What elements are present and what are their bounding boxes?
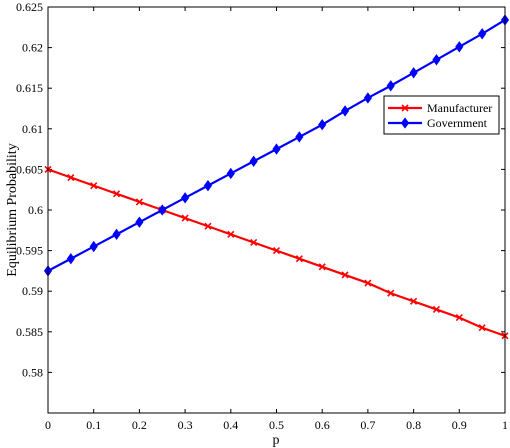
y-tick-label: 0.61	[22, 122, 43, 136]
series-government	[43, 14, 510, 277]
x-marker	[387, 289, 395, 297]
diamond-marker	[249, 155, 258, 167]
x-marker	[341, 271, 349, 279]
diamond-marker	[181, 192, 190, 204]
legend-marker	[401, 104, 409, 112]
x-tick-label: 0.5	[269, 418, 284, 432]
x-marker	[455, 314, 463, 322]
legend-label: Government	[427, 116, 488, 130]
x-tick-label: 0.4	[223, 418, 238, 432]
x-tick-label: 0.9	[452, 418, 467, 432]
legend-marker	[400, 117, 410, 129]
x-marker	[272, 247, 281, 255]
y-axis-label: Equilibrium Probability	[5, 143, 20, 276]
y-tick-label: 0.6	[28, 203, 43, 217]
x-marker	[432, 305, 441, 314]
x-marker	[364, 279, 372, 287]
diamond-marker	[226, 167, 235, 180]
x-marker	[227, 230, 235, 238]
diamond-marker	[386, 80, 395, 92]
diamond-marker	[318, 119, 327, 131]
diamond-marker	[363, 92, 372, 104]
y-tick-label: 0.595	[16, 244, 43, 258]
x-tick-label: 0.1	[86, 418, 101, 432]
diamond-marker	[295, 131, 304, 143]
x-marker	[250, 238, 258, 247]
x-tick-label: 0	[45, 418, 51, 432]
x-marker	[135, 198, 143, 206]
diamond-marker	[158, 204, 167, 216]
x-tick-label: 0.8	[406, 418, 421, 432]
x-axis-label: p	[273, 433, 280, 448]
x-tick-label: 0.2	[132, 418, 147, 432]
x-tick-label: 1	[502, 418, 508, 432]
diamond-marker	[478, 28, 487, 40]
x-tick-label: 0.6	[315, 418, 330, 432]
y-tick-label: 0.58	[22, 365, 43, 379]
legend-label: Manufacturer	[427, 101, 492, 115]
x-marker	[295, 255, 303, 263]
x-marker	[112, 190, 121, 198]
x-marker	[181, 214, 189, 222]
x-marker	[318, 263, 326, 271]
x-marker	[410, 297, 418, 305]
plot-frame	[47, 6, 506, 414]
x-tick-label: 0.7	[360, 418, 375, 432]
diamond-marker	[112, 228, 121, 241]
y-tick-label: 0.615	[16, 81, 43, 95]
x-marker	[478, 324, 486, 332]
x-tick-label: 0.3	[178, 418, 193, 432]
x-marker	[204, 222, 212, 230]
plot-background	[48, 7, 505, 413]
x-marker	[67, 173, 75, 182]
diamond-marker	[203, 179, 213, 192]
legend-box	[383, 95, 500, 135]
diamond-marker	[432, 54, 441, 66]
diamond-marker	[272, 143, 281, 155]
y-tick-label: 0.62	[22, 41, 43, 55]
y-ticks: 0.58 0.585 0.59 0.595 0.6 0.605 0.61 0.615 0.62 0…	[16, 0, 505, 379]
diamond-marker	[135, 216, 144, 228]
series-lines	[43, 14, 510, 340]
y-tick-label: 0.625	[16, 0, 43, 14]
x-marker	[90, 182, 98, 190]
diamond-marker	[455, 41, 464, 53]
diamond-marker	[66, 253, 75, 265]
y-tick-label: 0.59	[22, 284, 43, 298]
diamond-marker	[89, 240, 98, 253]
y-tick-label: 0.585	[16, 325, 43, 339]
y-tick-label: 0.605	[16, 162, 43, 176]
diamond-marker	[340, 105, 350, 117]
x-ticks: 0 0.1 0.2 0.3 0.4 0.5 0.6 0.7 0.8 0.9 1	[45, 7, 508, 432]
diamond-marker	[409, 67, 418, 79]
